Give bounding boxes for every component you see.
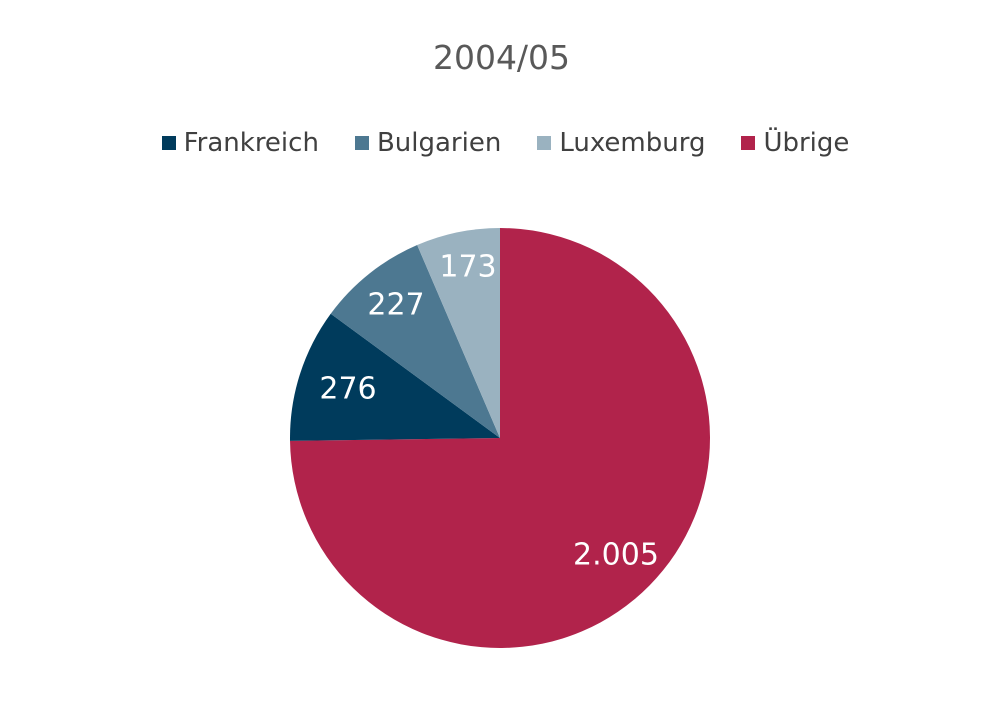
pie-slice-frankreich	[290, 313, 500, 441]
data-label-bulgarien: 227	[367, 288, 424, 323]
legend-swatch-uebrige	[741, 136, 756, 150]
data-label-uebrige: 2.005	[573, 538, 659, 573]
data-label-luxemburg: 173	[439, 250, 496, 285]
legend-label-uebrige: Übrige	[763, 128, 850, 158]
pie-slice-luxemburg	[417, 228, 500, 438]
data-label-frankreich: 276	[319, 372, 376, 407]
legend-swatch-frankreich	[161, 136, 176, 150]
legend: Frankreich Bulgarien Luxemburg Übrige	[0, 128, 1003, 158]
chart-title: 2004/05	[432, 38, 571, 77]
pie-slice-uebrige	[290, 228, 711, 649]
legend-item-luxemburg: Luxemburg	[537, 128, 705, 158]
legend-label-frankreich: Frankreich	[183, 128, 319, 158]
legend-label-bulgarien: Bulgarien	[376, 128, 502, 158]
legend-label-luxemburg: Luxemburg	[559, 128, 706, 158]
legend-item-frankreich: Frankreich	[161, 128, 319, 158]
legend-item-uebrige: Übrige	[741, 128, 849, 158]
legend-swatch-luxemburg	[537, 136, 552, 150]
legend-item-bulgarien: Bulgarien	[354, 128, 502, 158]
legend-swatch-bulgarien	[354, 136, 369, 150]
pie-slice-bulgarien	[330, 245, 500, 438]
